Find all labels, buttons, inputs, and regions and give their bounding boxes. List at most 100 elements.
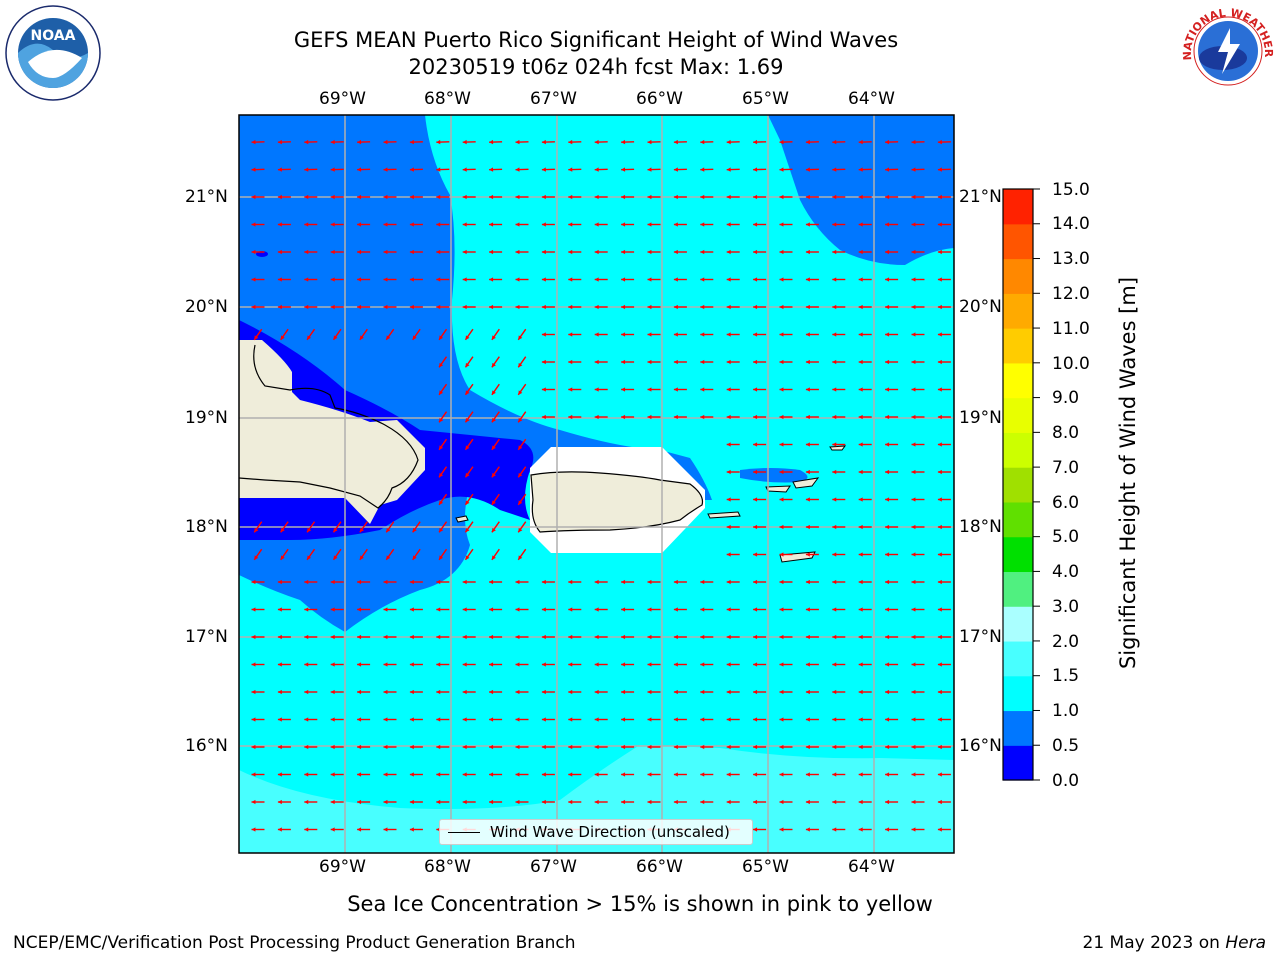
- wind-arrow-head: [885, 799, 890, 805]
- wind-arrow-head: [911, 414, 916, 420]
- wind-arrow-head: [541, 634, 546, 640]
- wind-arrow-head: [462, 744, 467, 750]
- wind-arrow-head: [647, 359, 652, 365]
- wind-arrow-head: [357, 744, 362, 750]
- wind-arrow-head: [911, 744, 916, 750]
- wind-arrow-head: [568, 717, 573, 722]
- wind-arrow-head: [911, 717, 916, 722]
- wind-arrow-head: [489, 249, 494, 255]
- wind-arrow-head: [937, 442, 942, 447]
- wind-arrow-head: [832, 167, 837, 172]
- wind-arrow-head: [568, 607, 573, 612]
- wind-arrow-head: [726, 304, 731, 310]
- wind-arrow-head: [937, 579, 942, 585]
- wind-arrow-head: [277, 772, 282, 777]
- wind-arrow-head: [832, 332, 837, 337]
- wind-arrow-head: [805, 387, 810, 392]
- wind-arrow-head: [805, 772, 810, 777]
- wind-arrow-head: [489, 744, 494, 750]
- wind-arrow-head: [515, 717, 520, 722]
- wind-arrow-head: [541, 304, 546, 310]
- wind-wave-direction-arrows: [251, 139, 951, 832]
- wind-arrow-head: [700, 689, 705, 695]
- wind-arrow-head: [251, 827, 256, 832]
- colorbar-segment: [1003, 501, 1033, 538]
- wind-arrow-head: [254, 335, 259, 340]
- wind-arrow-head: [726, 524, 731, 530]
- wind-arrow-head: [937, 304, 942, 310]
- wind-arrow-head: [462, 194, 467, 200]
- colorbar-tick-label: 12.0: [1052, 284, 1090, 304]
- wind-arrow-head: [330, 579, 335, 585]
- wind-arrow-head: [805, 277, 810, 282]
- wind-arrow-head: [805, 524, 810, 530]
- wind-arrow-head: [330, 662, 335, 667]
- wind-arrow-head: [277, 799, 282, 805]
- lon-label-top: 64°W: [848, 89, 895, 109]
- wind-arrow-head: [330, 772, 335, 777]
- wind-arrow-head: [911, 524, 916, 530]
- wind-arrow-head: [753, 332, 758, 337]
- footer-credit: NCEP/EMC/Verification Post Processing Pr…: [13, 933, 576, 953]
- wind-arrow-head: [700, 194, 705, 200]
- wind-arrow-head: [251, 772, 256, 777]
- wind-arrow-head: [885, 634, 890, 640]
- wind-arrow-head: [885, 222, 890, 227]
- wind-arrow-head: [568, 414, 573, 420]
- wind-arrow-head: [462, 579, 467, 585]
- wind-arrow-head: [805, 249, 810, 255]
- wind-arrow-head: [436, 277, 441, 282]
- wind-arrow-head: [383, 799, 388, 805]
- wind-arrow-head: [673, 607, 678, 612]
- wind-arrow-head: [277, 634, 282, 640]
- wind-arrow-head: [436, 139, 441, 145]
- wind-arrow-head: [647, 387, 652, 392]
- wind-arrow-head: [251, 277, 256, 282]
- wind-arrow-head: [304, 634, 309, 640]
- wind-arrow-head: [937, 249, 942, 255]
- wind-arrow-head: [753, 442, 758, 447]
- wind-arrow-head: [885, 497, 890, 502]
- wind-arrow-head: [280, 527, 285, 533]
- wind-arrow-head: [779, 139, 784, 145]
- colorbar-tick-label: 1.5: [1052, 666, 1080, 686]
- wind-arrow-head: [594, 634, 599, 640]
- wind-arrow-head: [937, 359, 942, 365]
- colorbar-tick-label: 0.5: [1052, 736, 1080, 756]
- wind-arrow-head: [885, 249, 890, 255]
- wind-arrow-head: [700, 799, 705, 805]
- wind-arrow-head: [439, 445, 444, 450]
- wind-arrow-head: [832, 689, 837, 695]
- wind-arrow-head: [333, 527, 338, 533]
- wind-arrow-head: [858, 827, 863, 832]
- wind-arrow-head: [885, 579, 890, 585]
- wind-arrow-head: [753, 304, 758, 310]
- wind-arrow-head: [594, 689, 599, 695]
- colorbar-segment: [1003, 467, 1033, 503]
- wind-arrow-head: [753, 497, 758, 502]
- colorbar-segment: [1003, 675, 1033, 712]
- wind-arrow-head: [911, 387, 916, 392]
- wind-arrow-head: [832, 497, 837, 502]
- wind-arrow-head: [304, 607, 309, 612]
- wind-arrow-head: [251, 139, 256, 145]
- wave-field-0-5-1-0-north-east: [768, 115, 954, 265]
- wind-arrow-head: [937, 332, 942, 337]
- wind-arrow-head: [251, 222, 256, 227]
- wind-arrow-head: [805, 304, 810, 310]
- colorbar-segment: [1003, 223, 1033, 260]
- wind-arrow-head: [700, 414, 705, 420]
- wind-arrow-head: [832, 799, 837, 805]
- wind-arrow-head: [937, 524, 942, 530]
- wind-arrow-head: [779, 552, 784, 557]
- wind-arrow-head: [726, 772, 731, 777]
- wind-arrow-head: [409, 744, 414, 750]
- wind-arrow-head: [541, 249, 546, 255]
- colorbar-label: Significant Height of Wind Waves [m]: [1116, 276, 1140, 670]
- wind-arrow-head: [462, 799, 467, 805]
- wind-arrow-head: [541, 799, 546, 805]
- wind-arrow-head: [439, 417, 444, 423]
- colorbar-tick-label: 2.0: [1052, 632, 1080, 652]
- wind-arrow-head: [911, 552, 916, 557]
- colorbar-segment: [1003, 536, 1033, 573]
